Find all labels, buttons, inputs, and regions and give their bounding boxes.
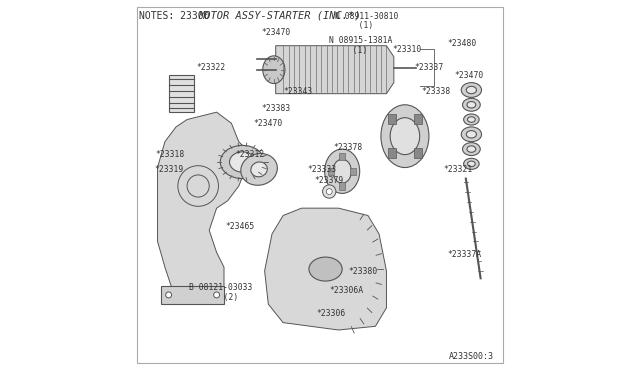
- Text: (1): (1): [339, 46, 368, 55]
- Text: A233S00:3: A233S00:3: [449, 352, 493, 361]
- Bar: [328, 167, 334, 175]
- Text: *23318: *23318: [156, 150, 185, 159]
- Bar: [339, 153, 345, 160]
- Text: *23319: *23319: [155, 165, 184, 174]
- Text: *23333: *23333: [307, 165, 337, 174]
- Circle shape: [166, 292, 172, 298]
- Ellipse shape: [230, 152, 255, 172]
- Circle shape: [323, 185, 336, 198]
- Ellipse shape: [263, 56, 285, 84]
- Text: (1): (1): [344, 21, 373, 30]
- Text: *23470: *23470: [455, 71, 484, 80]
- Bar: [339, 182, 345, 190]
- Ellipse shape: [241, 154, 277, 185]
- Text: *23338: *23338: [422, 87, 451, 96]
- Ellipse shape: [467, 146, 476, 152]
- Text: *23379: *23379: [314, 176, 344, 185]
- Text: (2): (2): [209, 293, 239, 302]
- Ellipse shape: [324, 149, 360, 193]
- Ellipse shape: [390, 118, 420, 155]
- Text: *23380: *23380: [349, 267, 378, 276]
- Bar: [414, 114, 422, 124]
- Text: *23343: *23343: [283, 87, 312, 96]
- Bar: [388, 114, 396, 124]
- Text: *23306A: *23306A: [329, 286, 364, 295]
- Circle shape: [214, 292, 220, 298]
- Text: *23480: *23480: [447, 39, 477, 48]
- Text: NOTES: 23300: NOTES: 23300: [139, 11, 209, 20]
- Ellipse shape: [461, 127, 481, 142]
- Text: *23312: *23312: [235, 150, 264, 159]
- Text: *23470: *23470: [261, 28, 290, 37]
- Ellipse shape: [309, 257, 342, 281]
- Ellipse shape: [463, 114, 479, 125]
- Text: MOTOR ASSY-STARTER (INC.*): MOTOR ASSY-STARTER (INC.*): [198, 11, 361, 20]
- Ellipse shape: [467, 102, 476, 108]
- Ellipse shape: [467, 117, 476, 122]
- Bar: [168, 75, 195, 112]
- Text: *23465: *23465: [226, 222, 255, 231]
- Text: *23322: *23322: [196, 63, 225, 72]
- Ellipse shape: [467, 161, 476, 167]
- Ellipse shape: [463, 158, 479, 169]
- Bar: [388, 148, 396, 158]
- Text: *23310: *23310: [392, 45, 421, 54]
- Text: N 08915-1381A: N 08915-1381A: [329, 36, 392, 45]
- Ellipse shape: [467, 131, 476, 138]
- Bar: [350, 167, 356, 175]
- Text: N 08911-30810: N 08911-30810: [335, 12, 398, 21]
- Text: *23306: *23306: [316, 309, 346, 318]
- Polygon shape: [157, 112, 246, 297]
- Text: *23337: *23337: [414, 63, 444, 72]
- Ellipse shape: [333, 159, 351, 183]
- Polygon shape: [264, 208, 387, 330]
- Ellipse shape: [220, 145, 264, 179]
- Text: *23470: *23470: [253, 119, 283, 128]
- Ellipse shape: [463, 142, 480, 155]
- Text: *23383: *23383: [261, 104, 290, 113]
- Bar: [161, 286, 224, 304]
- Ellipse shape: [463, 98, 480, 111]
- Polygon shape: [276, 46, 394, 94]
- Circle shape: [326, 189, 332, 195]
- Ellipse shape: [251, 162, 268, 177]
- Ellipse shape: [467, 86, 476, 94]
- Text: *23321: *23321: [444, 165, 473, 174]
- Ellipse shape: [461, 83, 481, 97]
- Bar: [414, 148, 422, 158]
- Ellipse shape: [381, 105, 429, 167]
- Text: *23378: *23378: [333, 143, 362, 152]
- Text: *23337A: *23337A: [447, 250, 481, 259]
- Text: B 08121-03033: B 08121-03033: [189, 283, 252, 292]
